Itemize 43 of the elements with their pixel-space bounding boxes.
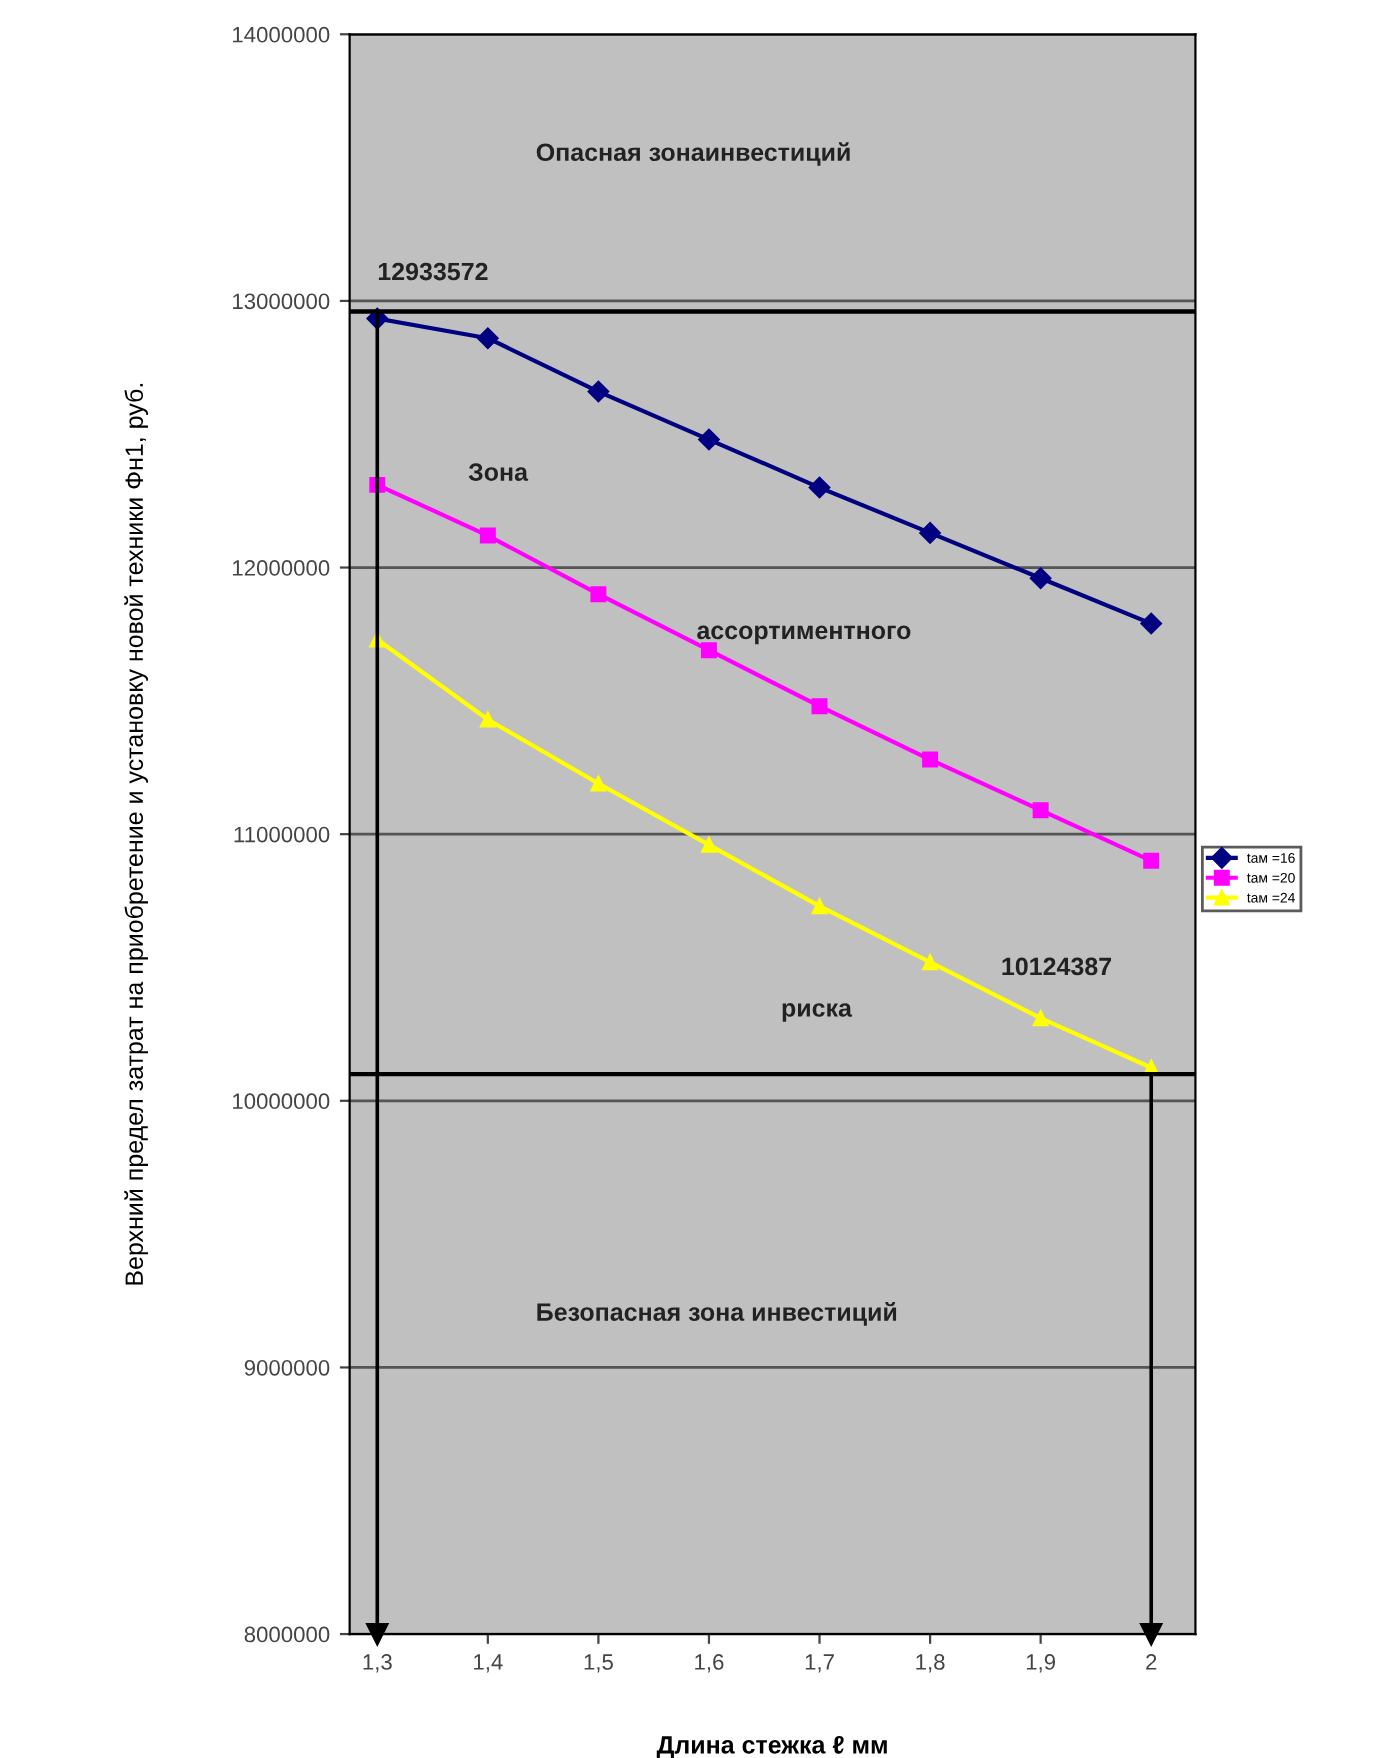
point (922, 751, 939, 768)
x-tick-label: 1,9 (1026, 1654, 1056, 1673)
point (1029, 567, 1052, 590)
annotation: 12933572 (378, 262, 488, 281)
point (479, 711, 496, 728)
point (590, 775, 607, 792)
y-tick-label: 14000000 (233, 26, 330, 43)
x-tick-label: 1,3 (363, 1654, 392, 1673)
point (476, 327, 499, 350)
x-tick-label: 1,8 (916, 1654, 945, 1673)
point (919, 522, 941, 544)
point (479, 527, 496, 544)
y-tick-label: 8000000 (244, 1626, 330, 1643)
point (808, 476, 831, 499)
y-tick-label: 13000000 (233, 293, 330, 310)
point (700, 836, 717, 853)
y-axis-title: Верхний предел затрат на приобретение и установку новой техники Фн1, руб. (124, 383, 149, 1285)
y-tick-label: 9000000 (244, 1359, 330, 1376)
point (1032, 1010, 1049, 1027)
y-tick-label: 10000000 (233, 1093, 330, 1110)
x-tick-label: 1,4 (474, 1654, 503, 1673)
annotation: 10124387 (1002, 957, 1112, 976)
annotation: Зона (468, 463, 529, 481)
point (698, 428, 720, 451)
annotation: ассортиментного (697, 625, 911, 645)
point (587, 380, 610, 403)
x-axis-title: Длина стежка ℓ мм (656, 1736, 887, 1758)
point (922, 954, 939, 971)
point (811, 698, 828, 715)
point (1143, 852, 1160, 869)
point (1032, 802, 1049, 819)
annotation: Безопасная зона инвестиций (537, 1302, 897, 1326)
point (811, 898, 828, 915)
y-tick-label: 12000000 (233, 560, 330, 576)
point (1140, 612, 1163, 635)
point (590, 586, 607, 603)
y-tick-label: 11000000 (234, 826, 330, 843)
x-tick-label: 1,5 (584, 1654, 613, 1673)
annotation: риска (782, 1003, 853, 1022)
annotation: Опасная зонаинвестиций (536, 142, 850, 166)
x-tick-label: 2 (1146, 1654, 1157, 1670)
x-tick-label: 1,6 (695, 1654, 724, 1673)
x-tick-label: 1,7 (805, 1654, 834, 1673)
